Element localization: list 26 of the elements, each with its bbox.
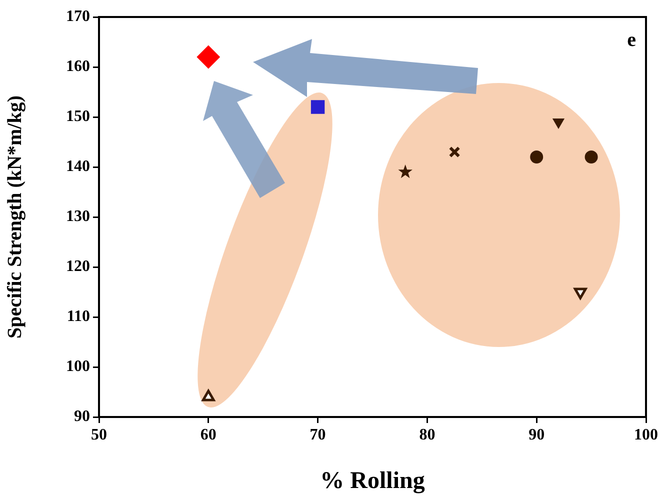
x-tick-label: 80 [419, 426, 436, 444]
x-tick-label: 50 [91, 426, 107, 444]
y-tick-label: 110 [66, 308, 90, 326]
point [202, 390, 215, 402]
x-tick-label: 90 [528, 426, 545, 444]
y-axis-title: Specific Strength (kN*m/kg) [4, 96, 26, 338]
y-tick-label: 150 [66, 108, 90, 126]
y-tick-label: 100 [66, 358, 90, 376]
y-tick-label: 170 [66, 8, 90, 26]
y-tick-label: 90 [74, 408, 90, 426]
x-tick-label: 60 [200, 426, 216, 444]
point [448, 146, 460, 158]
y-tick-label: 160 [66, 58, 90, 76]
y-tick-label: 120 [66, 258, 90, 276]
y-tick-label: 130 [66, 208, 90, 226]
point [584, 150, 598, 164]
point [552, 118, 564, 128]
x-axis-title: % Rolling [320, 468, 425, 494]
x-tick-label: 100 [634, 426, 658, 444]
y-tick-label: 140 [66, 158, 90, 176]
point [398, 164, 412, 178]
point [196, 46, 220, 68]
x-tick-label: 70 [310, 426, 326, 444]
point [310, 100, 325, 114]
point [530, 150, 544, 164]
annotation: e [627, 29, 636, 52]
